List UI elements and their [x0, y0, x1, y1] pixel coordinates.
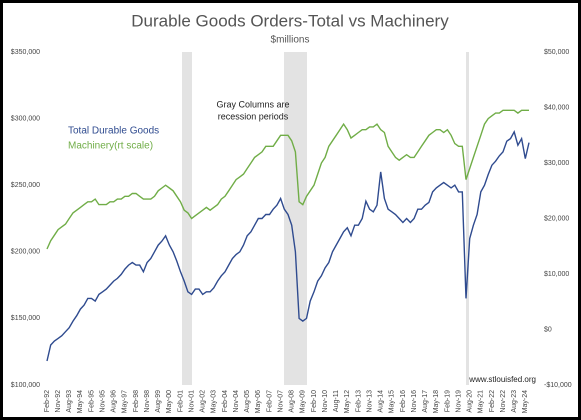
series-line — [46, 130, 530, 362]
y2-tick-label: $40,000 — [544, 104, 569, 111]
x-tick-label: May-12 — [344, 390, 351, 413]
recession-band — [182, 52, 192, 385]
x-tick-label: May-00 — [166, 390, 173, 413]
x-tick-label: Nov-01 — [188, 390, 195, 413]
x-tick-label: May-24 — [522, 390, 529, 413]
legend-entry: Machinery(rt scale) — [68, 141, 153, 152]
x-tick-label: May-21 — [478, 390, 485, 413]
x-tick-label: Nov-92 — [55, 390, 62, 413]
x-tick-label: Feb-07 — [266, 390, 273, 412]
y2-tick-label: $10,000 — [544, 271, 569, 278]
recession-band — [284, 52, 307, 385]
x-tick-label: Feb-95 — [88, 390, 95, 412]
x-tick-label: Feb-98 — [133, 390, 140, 412]
y2-tick-label: $50,000 — [544, 49, 569, 56]
x-tick-label: May-18 — [433, 390, 440, 413]
x-tick-label: Aug-23 — [511, 390, 518, 413]
x-tick-label: Feb-19 — [444, 390, 451, 412]
x-tick-label: Nov-13 — [366, 390, 373, 413]
x-tick-label: Aug-96 — [111, 390, 118, 413]
x-tick-label: Feb-13 — [355, 390, 362, 412]
y2-tick-label: -$10,000 — [544, 382, 572, 389]
annotation: Gray Columns are — [216, 99, 289, 109]
y2-tick-label: $0 — [544, 326, 552, 333]
x-tick-label: Feb-01 — [177, 390, 184, 412]
x-tick-label: Aug-02 — [200, 390, 207, 413]
x-tick-label: Feb-22 — [489, 390, 496, 412]
x-tick-label: Nov-04 — [233, 390, 240, 413]
x-tick-label: Feb-16 — [400, 390, 407, 412]
x-tick-label: Nov-10 — [322, 390, 329, 413]
x-tick-label: Aug-05 — [244, 390, 251, 413]
x-tick-label: May-15 — [389, 390, 396, 413]
y-tick-label: $250,000 — [11, 182, 40, 189]
y-tick-label: $200,000 — [11, 249, 40, 256]
legend-entry: Total Durable Goods — [68, 126, 159, 137]
x-tick-label: Aug-11 — [333, 390, 340, 412]
y-tick-label: $100,000 — [11, 382, 40, 389]
annotation: recession periods — [218, 111, 289, 121]
y-tick-label: $350,000 — [11, 49, 40, 56]
x-tick-label: Feb-10 — [311, 390, 318, 412]
y-tick-label: $150,000 — [11, 315, 40, 322]
x-tick-label: Aug-93 — [66, 390, 73, 413]
source: www.stlouisfed.org — [468, 375, 536, 384]
x-tick-label: Aug-17 — [422, 390, 429, 413]
x-tick-label: Feb-92 — [44, 390, 51, 412]
series-line — [46, 109, 529, 250]
x-tick-label: Aug-14 — [378, 390, 385, 413]
y-tick-label: $300,000 — [11, 115, 40, 122]
x-tick-label: Nov-16 — [411, 390, 418, 413]
chart-subtitle: $millions — [271, 35, 310, 46]
x-tick-label: May-03 — [211, 390, 218, 413]
recession-band — [466, 52, 469, 385]
x-tick-label: Nov-22 — [500, 390, 507, 413]
x-tick-label: Nov-07 — [277, 390, 284, 413]
y2-tick-label: $20,000 — [544, 215, 569, 222]
x-tick-label: Aug-20 — [467, 390, 474, 413]
x-tick-label: Aug-08 — [289, 390, 296, 413]
x-tick-label: May-09 — [300, 390, 307, 413]
x-tick-label: Nov-19 — [455, 390, 462, 413]
y2-tick-label: $30,000 — [544, 160, 569, 167]
x-tick-label: May-94 — [77, 390, 84, 413]
x-tick-label: May-06 — [255, 390, 262, 413]
x-tick-label: Feb-04 — [222, 390, 229, 412]
x-tick-label: Nov-98 — [144, 390, 151, 413]
x-tick-label: May-97 — [122, 390, 129, 413]
x-tick-label: Nov-95 — [99, 390, 106, 413]
x-tick-label: Aug-99 — [155, 390, 162, 413]
chart-title: Durable Goods Orders-Total vs Machinery — [131, 11, 449, 30]
